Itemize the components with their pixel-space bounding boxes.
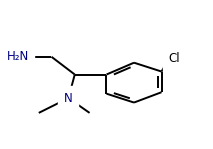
Text: N: N (64, 92, 73, 105)
Text: Cl: Cl (168, 52, 180, 65)
Text: H₂N: H₂N (7, 50, 29, 63)
